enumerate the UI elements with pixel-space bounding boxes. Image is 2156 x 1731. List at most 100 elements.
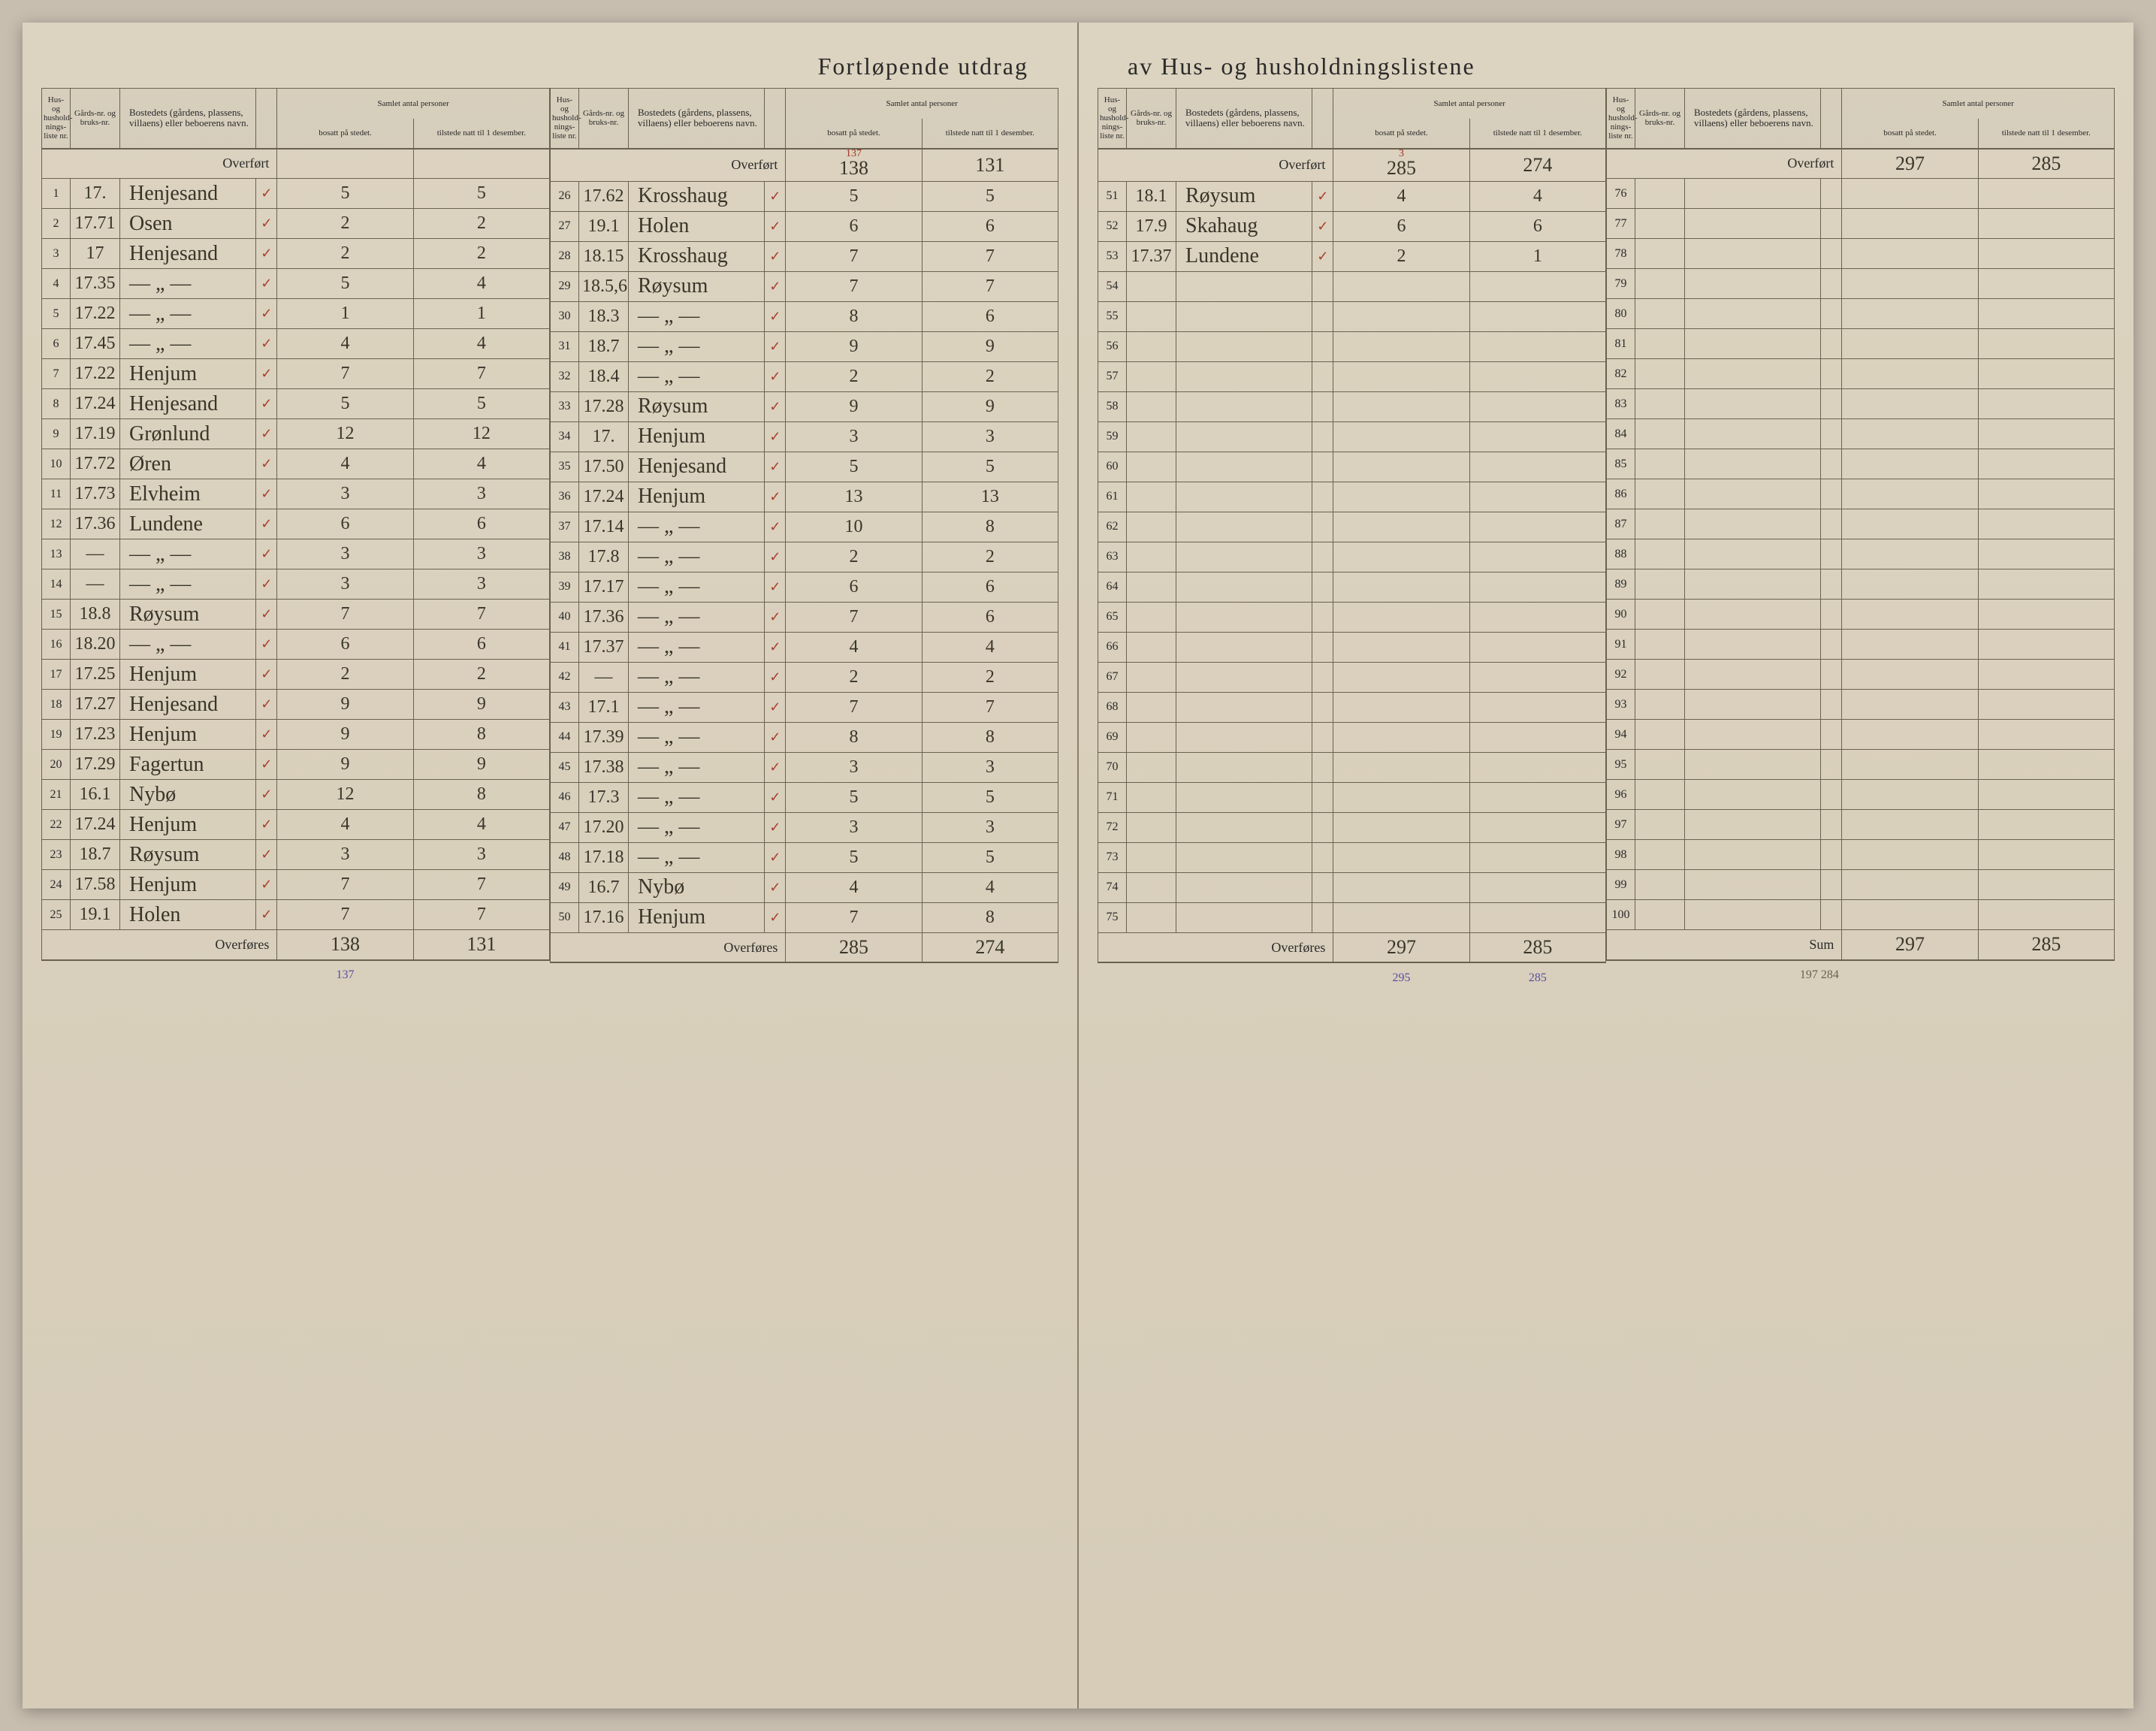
gards-nr [1635, 239, 1685, 269]
tilstede-val: 12 [413, 419, 549, 449]
hdr-bosatt: bosatt på stedet. [1842, 119, 1978, 149]
row-num: 93 [1607, 690, 1635, 720]
row-num: 2 [42, 209, 71, 239]
bosatt-val: 7 [786, 692, 922, 722]
tick-mark [1821, 389, 1842, 419]
bosted-name: — „ — [629, 782, 765, 812]
bosatt-val: 3 [277, 840, 413, 870]
bosatt-val [1842, 750, 1978, 780]
overfort-tilstede: 131 [922, 149, 1058, 182]
tilstede-val: 7 [922, 271, 1058, 301]
tick-mark: ✓ [256, 600, 277, 630]
hdr-tilstede: tilstede natt til 1 desember. [1469, 119, 1605, 149]
footer-label: Overføres [42, 930, 277, 960]
ledger-row: 62 [1098, 512, 1606, 542]
hdr-bosatt: bosatt på stedet. [786, 119, 922, 149]
row-num: 86 [1607, 479, 1635, 509]
bosted-name [1176, 692, 1312, 722]
bosatt-val [1842, 479, 1978, 509]
tilstede-val: 3 [922, 421, 1058, 452]
bosted-name [1176, 452, 1312, 482]
tilstede-val: 4 [922, 632, 1058, 662]
hdr-liste: Hus- og hushold-nings-liste nr. [42, 89, 71, 149]
bosatt-val [1842, 389, 1978, 419]
gards-nr [1635, 389, 1685, 419]
tick-mark: ✓ [256, 720, 277, 750]
bosatt-val: 6 [786, 572, 922, 602]
tick-mark: ✓ [256, 840, 277, 870]
tilstede-val: 2 [413, 660, 549, 690]
ledger-row: 217.71Osen✓22 [42, 209, 550, 239]
bosted-name [1685, 660, 1821, 690]
ledger-row: 3617.24Henjum✓1313 [551, 482, 1058, 512]
bosted-name [1176, 512, 1312, 542]
tick-mark [1312, 662, 1333, 692]
row-num: 1 [42, 179, 71, 209]
bosatt-val: 9 [277, 750, 413, 780]
bosatt-val: 2 [786, 361, 922, 391]
bosted-name [1685, 569, 1821, 600]
tick-mark: ✓ [256, 509, 277, 539]
tilstede-val: 2 [922, 542, 1058, 572]
overfores-row: Overføres297285 [1098, 932, 1606, 962]
gards-nr [1127, 782, 1176, 812]
gards-nr: 17.20 [579, 812, 629, 842]
tilstede-val: 2 [413, 209, 549, 239]
bosted-name [1176, 842, 1312, 872]
bosatt-val: 7 [277, 600, 413, 630]
tilstede-val: 3 [922, 812, 1058, 842]
tick-mark: ✓ [765, 512, 786, 542]
correction-row: 137 [42, 960, 550, 990]
ledger-row: 617.45— „ —✓44 [42, 329, 550, 359]
tilstede-val [1978, 750, 2114, 780]
gards-nr: 17 [71, 239, 120, 269]
bosted-name: Henjum [120, 810, 256, 840]
bosted-name: — „ — [629, 842, 765, 872]
tilstede-val: 4 [922, 872, 1058, 902]
bosatt-val: 3 [277, 569, 413, 600]
tick-mark: ✓ [765, 692, 786, 722]
row-num: 56 [1098, 331, 1127, 361]
bosted-name: Røysum [629, 391, 765, 421]
hdr-bosted: Bostedets (gårdens, plassens, villaens) … [120, 89, 256, 149]
bosted-name [1176, 632, 1312, 662]
ledger-row: 2918.5,6Røysum✓77 [551, 271, 1058, 301]
bosted-name [1685, 870, 1821, 900]
hdr-samlet: Samlet antal personer [786, 89, 1058, 119]
row-num: 97 [1607, 810, 1635, 840]
footer-bosatt: 297 [1842, 930, 1978, 960]
row-num: 74 [1098, 872, 1127, 902]
bosatt-val [1333, 752, 1469, 782]
tilstede-val [1978, 299, 2114, 329]
overfores-row: Overføres285274 [551, 932, 1058, 962]
gards-nr [1635, 539, 1685, 569]
gards-nr [1127, 662, 1176, 692]
bosted-name [1685, 509, 1821, 539]
tick-mark: ✓ [765, 872, 786, 902]
gards-nr: 18.1 [1127, 181, 1176, 211]
gards-nr: 17.27 [71, 690, 120, 720]
ledger-row: 3118.7— „ —✓99 [551, 331, 1058, 361]
tick-mark: ✓ [256, 870, 277, 900]
bosted-name: — „ — [629, 692, 765, 722]
ledger-row: 83 [1607, 389, 2115, 419]
gards-nr [1635, 750, 1685, 780]
gards-nr: 18.5,6 [579, 271, 629, 301]
gards-nr: 17.22 [71, 359, 120, 389]
gards-nr: 17.17 [579, 572, 629, 602]
gards-nr [1635, 569, 1685, 600]
ledger-row: 86 [1607, 479, 2115, 509]
gards-nr: 18.20 [71, 630, 120, 660]
corr-tilstede [413, 960, 549, 990]
bosted-name [1685, 900, 1821, 930]
bosted-name [1685, 720, 1821, 750]
tilstede-val [1469, 752, 1605, 782]
ledger-row: 98 [1607, 840, 2115, 870]
ledger-row: 93 [1607, 690, 2115, 720]
gards-nr [1635, 509, 1685, 539]
tilstede-val [1469, 512, 1605, 542]
tick-mark: ✓ [256, 690, 277, 720]
row-num: 98 [1607, 840, 1635, 870]
gards-nr: — [71, 539, 120, 569]
ledger-table: Hus- og hushold-nings-liste nr.Gårds-nr.… [1098, 88, 1606, 992]
